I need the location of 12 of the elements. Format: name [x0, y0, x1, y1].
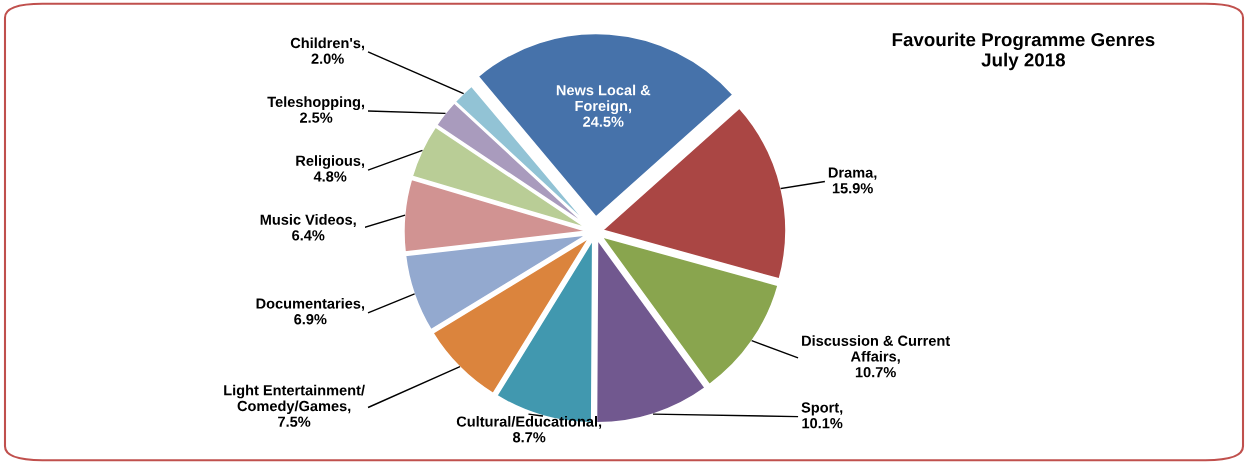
slice-label: Drama, 15.9%	[828, 167, 877, 194]
slice-label: Teleshopping, 2.5%	[267, 96, 365, 123]
slice-label: Documentaries, 6.9%	[256, 297, 365, 325]
text: Favourite Programme Genres July 2018	[892, 32, 1155, 71]
slice-label: Religious, 4.8%	[296, 155, 365, 182]
slice-label: Children's, 2.0%	[290, 37, 365, 64]
slice-label: Music Videos, 6.4%	[260, 214, 356, 241]
slice-label: Light Entertainment/ Comedy/Games, 7.5%	[224, 384, 365, 427]
slice-label: News Local & Foreign, 24.5%	[556, 84, 651, 127]
slice-label: Sport, 10.1%	[801, 402, 843, 429]
slice-label: Cultural/Educational, 8.7%	[456, 416, 602, 443]
slice-label: Discussion & Current Affairs, 10.7%	[802, 335, 950, 378]
